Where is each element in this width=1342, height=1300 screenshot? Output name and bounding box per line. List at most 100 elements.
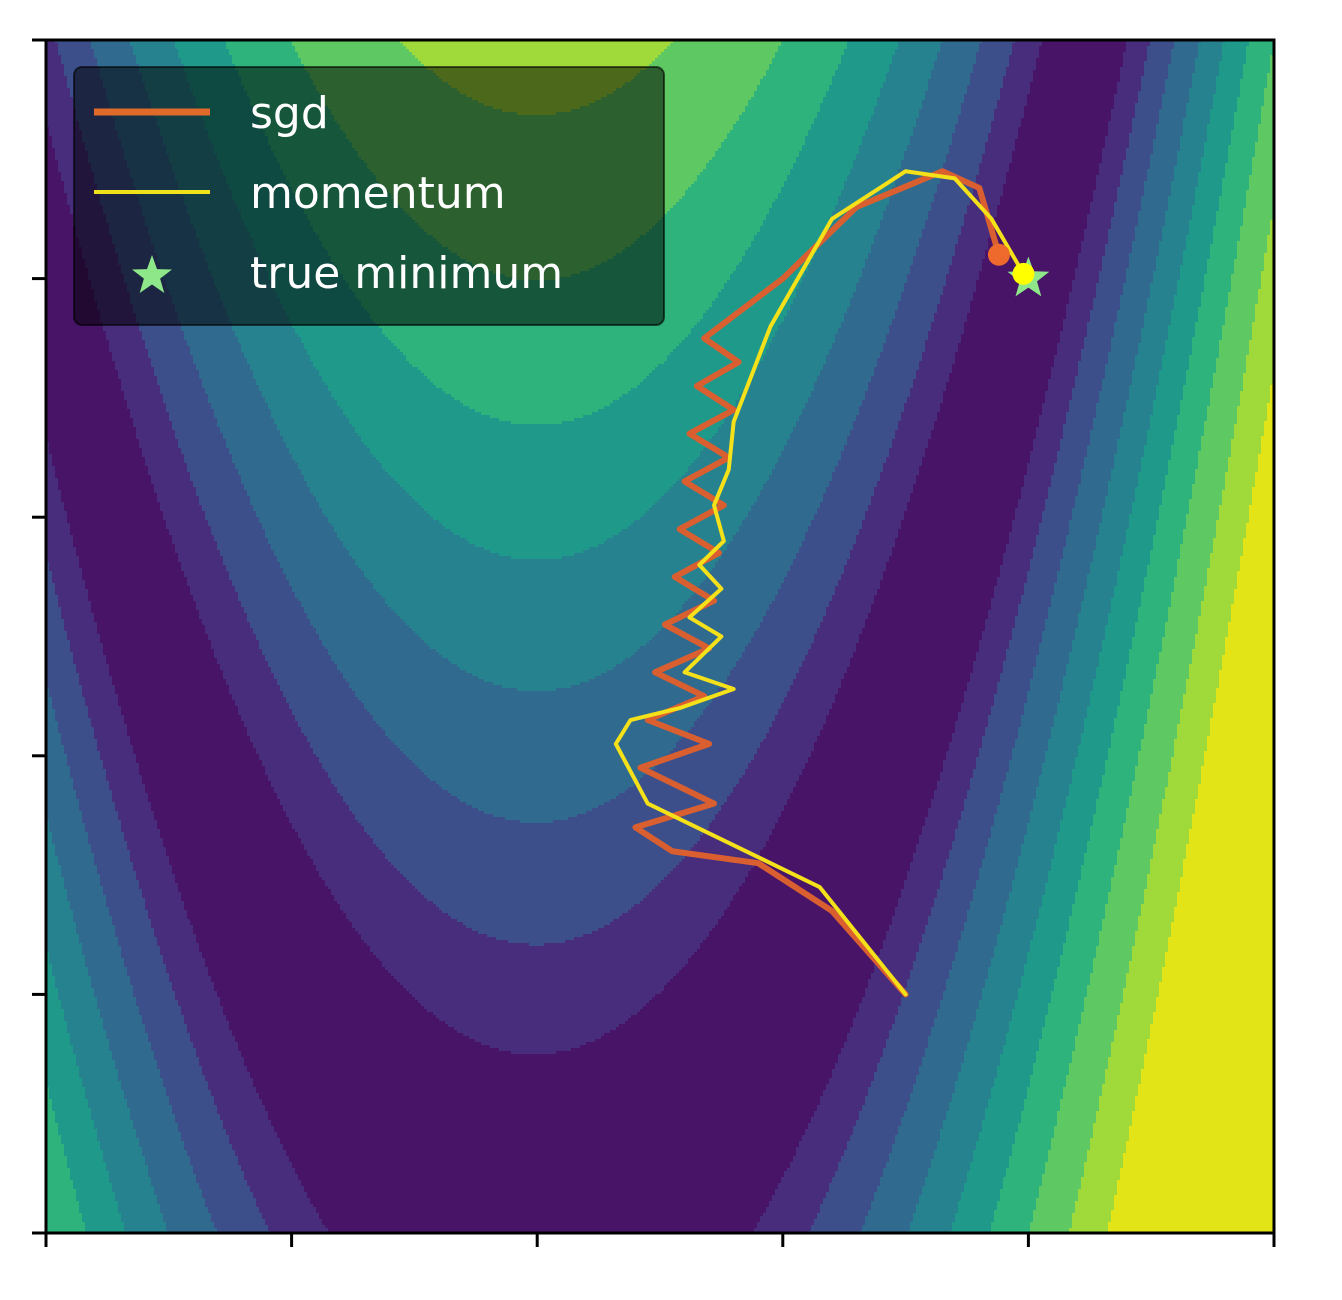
contour-band xyxy=(1165,352,1193,356)
contour-band xyxy=(1006,547,1034,551)
contour-band xyxy=(925,340,962,344)
contour-band xyxy=(1231,439,1262,443)
contour-band xyxy=(1102,643,1133,647)
contour-band xyxy=(925,346,959,350)
contour-band xyxy=(46,40,56,44)
contour-band xyxy=(1132,130,1157,134)
contour-band xyxy=(1090,691,1121,695)
contour-band xyxy=(1159,379,1187,383)
contour-band xyxy=(1105,250,1133,254)
contour-band xyxy=(1138,94,1163,98)
contour-band xyxy=(1249,181,1274,185)
contour-band xyxy=(1177,280,1205,284)
contour-band xyxy=(979,649,1007,653)
contour-band xyxy=(46,427,137,431)
contour-band xyxy=(139,439,179,443)
contour-band xyxy=(1192,661,1223,665)
contour-band xyxy=(1159,247,1187,251)
contour-band xyxy=(163,394,209,398)
contour-band xyxy=(271,547,347,551)
contour-band xyxy=(1111,469,1142,473)
contour-band xyxy=(1120,70,1145,74)
contour-band xyxy=(1003,193,1094,197)
contour-band xyxy=(955,355,1055,359)
contour-band xyxy=(1192,658,1223,662)
contour-band xyxy=(1213,241,1238,245)
contour-band xyxy=(727,280,803,284)
contour-band xyxy=(859,412,902,416)
contour-band xyxy=(52,145,86,149)
contour-band xyxy=(397,613,677,617)
contour-band xyxy=(1048,388,1073,392)
contour-band xyxy=(1198,628,1229,632)
contour-band xyxy=(46,412,131,416)
contour-band xyxy=(1096,178,1121,182)
contour-band xyxy=(1252,490,1274,494)
contour-band xyxy=(1249,508,1274,512)
contour-band xyxy=(1132,121,1160,125)
contour-band xyxy=(334,397,455,401)
contour-band xyxy=(106,658,218,662)
contour-band xyxy=(46,712,56,716)
contour-band xyxy=(820,238,875,242)
contour-band xyxy=(46,634,68,638)
contour-band xyxy=(1000,568,1031,572)
contour-band xyxy=(46,685,83,689)
contour-band xyxy=(46,448,50,452)
contour-band xyxy=(226,568,284,572)
contour-band xyxy=(85,703,119,707)
contour-band xyxy=(46,604,59,608)
contour-band xyxy=(1111,226,1136,230)
contour-band xyxy=(1240,82,1268,86)
contour-band xyxy=(166,526,212,530)
contour-band xyxy=(1258,301,1274,305)
contour-band xyxy=(295,715,374,719)
contour-band xyxy=(118,694,233,698)
contour-band xyxy=(1216,76,1244,80)
contour-band xyxy=(877,361,920,365)
contour-band xyxy=(1153,280,1178,284)
contour-band xyxy=(319,373,425,377)
contour-band xyxy=(1153,271,1181,275)
contour-band xyxy=(1132,502,1163,506)
contour-band xyxy=(1174,295,1202,299)
contour-band xyxy=(823,232,878,236)
contour-band xyxy=(709,160,797,164)
contour-band xyxy=(775,595,833,599)
contour-band xyxy=(208,523,263,527)
contour-band xyxy=(1018,127,1109,131)
contour-band xyxy=(622,250,746,254)
contour-band xyxy=(1258,124,1274,128)
contour-band xyxy=(1234,121,1262,125)
contour-band xyxy=(1009,535,1037,539)
contour-band xyxy=(1000,199,1094,203)
contour-band xyxy=(751,241,821,245)
contour-band xyxy=(913,385,947,389)
contour-band xyxy=(985,256,1079,260)
contour-band xyxy=(829,217,884,221)
contour-band xyxy=(1186,244,1211,248)
contour-band xyxy=(1222,46,1247,50)
contour-band xyxy=(1048,607,1082,611)
contour-band xyxy=(1135,493,1163,497)
contour-band xyxy=(1189,364,1217,368)
contour-band xyxy=(46,121,80,125)
contour-band xyxy=(793,430,851,434)
contour-band xyxy=(46,88,71,92)
contour-band xyxy=(925,448,1034,452)
contour-band xyxy=(898,427,935,431)
contour-band xyxy=(766,73,836,77)
contour-band xyxy=(157,379,203,383)
contour-band xyxy=(328,385,437,389)
contour-band xyxy=(1267,241,1274,245)
contour-band xyxy=(877,484,914,488)
contour-band xyxy=(1264,103,1274,107)
contour-band xyxy=(1015,742,1049,746)
contour-band xyxy=(877,229,923,233)
contour-band xyxy=(1114,718,1148,722)
contour-band xyxy=(862,274,908,278)
contour-band xyxy=(1042,514,1073,518)
contour-band xyxy=(1129,265,1157,269)
contour-band xyxy=(1111,340,1142,344)
contour-band xyxy=(97,628,206,632)
